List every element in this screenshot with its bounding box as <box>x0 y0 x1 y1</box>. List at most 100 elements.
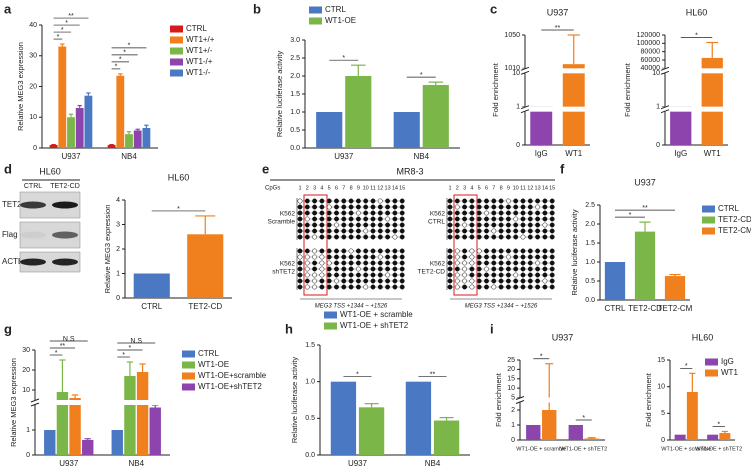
cpg-site <box>491 278 497 284</box>
y-tick-label: 0.0 <box>305 452 315 459</box>
axis-break <box>661 106 728 112</box>
cpg-site <box>520 272 526 278</box>
cpg-site <box>370 254 376 260</box>
cpg-site <box>513 278 519 284</box>
cpg-site <box>491 254 497 260</box>
cpg-site <box>491 266 497 272</box>
cpg-number: 15 <box>399 185 405 191</box>
cpg-number: 4 <box>470 185 473 191</box>
cpg-site <box>355 198 361 204</box>
legend-swatch <box>705 369 718 377</box>
cpg-number: 12 <box>377 185 383 191</box>
cpg-site <box>312 234 318 240</box>
cpg-site <box>484 216 489 222</box>
cpg-site <box>304 248 310 254</box>
cpg-site <box>370 234 376 240</box>
bar <box>634 231 656 300</box>
cpg-site <box>513 204 519 210</box>
cpg-site <box>399 222 405 228</box>
cpg-site <box>462 260 468 266</box>
x-tick-label: IgG <box>535 149 548 158</box>
y-axis-label: Fold enrichment <box>623 62 632 117</box>
cpg-site <box>498 222 504 228</box>
y-tick-label: 0 <box>33 145 37 152</box>
cpg-site <box>462 248 468 254</box>
cpg-site <box>520 228 526 234</box>
cpg-site <box>399 284 405 290</box>
cpg-site <box>513 272 519 278</box>
cpg-site <box>549 254 555 260</box>
legend-label: CTRL <box>186 24 207 33</box>
cpg-site <box>326 266 332 272</box>
significance-label: * <box>61 27 64 34</box>
cpg-site <box>549 266 555 272</box>
cpg-site <box>385 210 391 216</box>
cpg-site <box>454 260 460 266</box>
panel-letter: f <box>560 161 565 176</box>
cpg-site <box>297 278 303 284</box>
cpg-site <box>348 204 354 210</box>
y-tick-label: 1.5 <box>305 342 315 349</box>
cpg-site <box>348 248 354 254</box>
legend-swatch <box>170 47 183 55</box>
y-tick-label: 2 <box>116 246 120 253</box>
legend-label: CTRL <box>718 204 739 213</box>
cpg-site <box>527 198 533 204</box>
x-tick-label: U937 <box>59 459 79 468</box>
significance-label: * <box>55 350 58 357</box>
legend-swatch <box>309 17 322 25</box>
axis-break <box>521 68 590 74</box>
cpg-site <box>304 228 310 234</box>
y-tick-label: 1010 <box>504 65 520 72</box>
cpg-site <box>505 222 511 228</box>
cpg-site <box>513 216 519 222</box>
cpg-site <box>513 234 519 240</box>
cpg-site <box>542 260 548 266</box>
cpg-number: 8 <box>500 185 503 191</box>
cpg-site <box>535 216 541 222</box>
x-tick-label: NB4 <box>121 152 137 161</box>
bar <box>69 398 81 455</box>
cpg-site <box>491 234 497 240</box>
cpg-site <box>535 266 541 272</box>
cpg-site <box>392 228 398 234</box>
break-mark <box>515 400 525 404</box>
cpg-site <box>513 248 519 254</box>
y-tick-label: 100000 <box>637 40 660 47</box>
cpg-site <box>491 210 497 216</box>
bar <box>149 407 161 455</box>
cpg-site <box>513 222 519 228</box>
cpg-number: 14 <box>542 185 548 191</box>
bar <box>707 434 719 440</box>
cpg-site <box>491 204 497 210</box>
significance-label: * <box>177 206 180 213</box>
cpg-site <box>363 216 369 222</box>
significance-label: * <box>123 50 126 57</box>
cpg-site <box>498 204 504 210</box>
cpg-site <box>370 228 376 234</box>
cpg-site <box>341 234 347 240</box>
cpg-site <box>520 254 526 260</box>
cpg-site <box>385 284 391 290</box>
cpg-site <box>505 260 511 266</box>
blot-row-label: ACTB <box>2 257 23 266</box>
y-tick-label: 0.0 <box>290 145 300 152</box>
cpg-site <box>377 216 383 222</box>
cpg-site <box>304 272 310 278</box>
bar <box>604 262 626 300</box>
break-mark <box>520 70 530 75</box>
cpg-site <box>549 284 555 290</box>
cpg-site <box>341 254 347 260</box>
cpg-site <box>447 278 453 284</box>
cpg-site <box>326 254 332 260</box>
cpg-site <box>498 234 504 240</box>
cpg-site <box>498 216 504 222</box>
cpg-site <box>476 272 482 278</box>
cpg-site <box>542 248 548 254</box>
cpg-site <box>484 204 489 210</box>
break-mark <box>660 70 670 75</box>
bar <box>107 144 116 148</box>
cpg-site <box>377 204 383 210</box>
cpg-site <box>399 278 405 284</box>
cpg-site <box>348 198 354 204</box>
